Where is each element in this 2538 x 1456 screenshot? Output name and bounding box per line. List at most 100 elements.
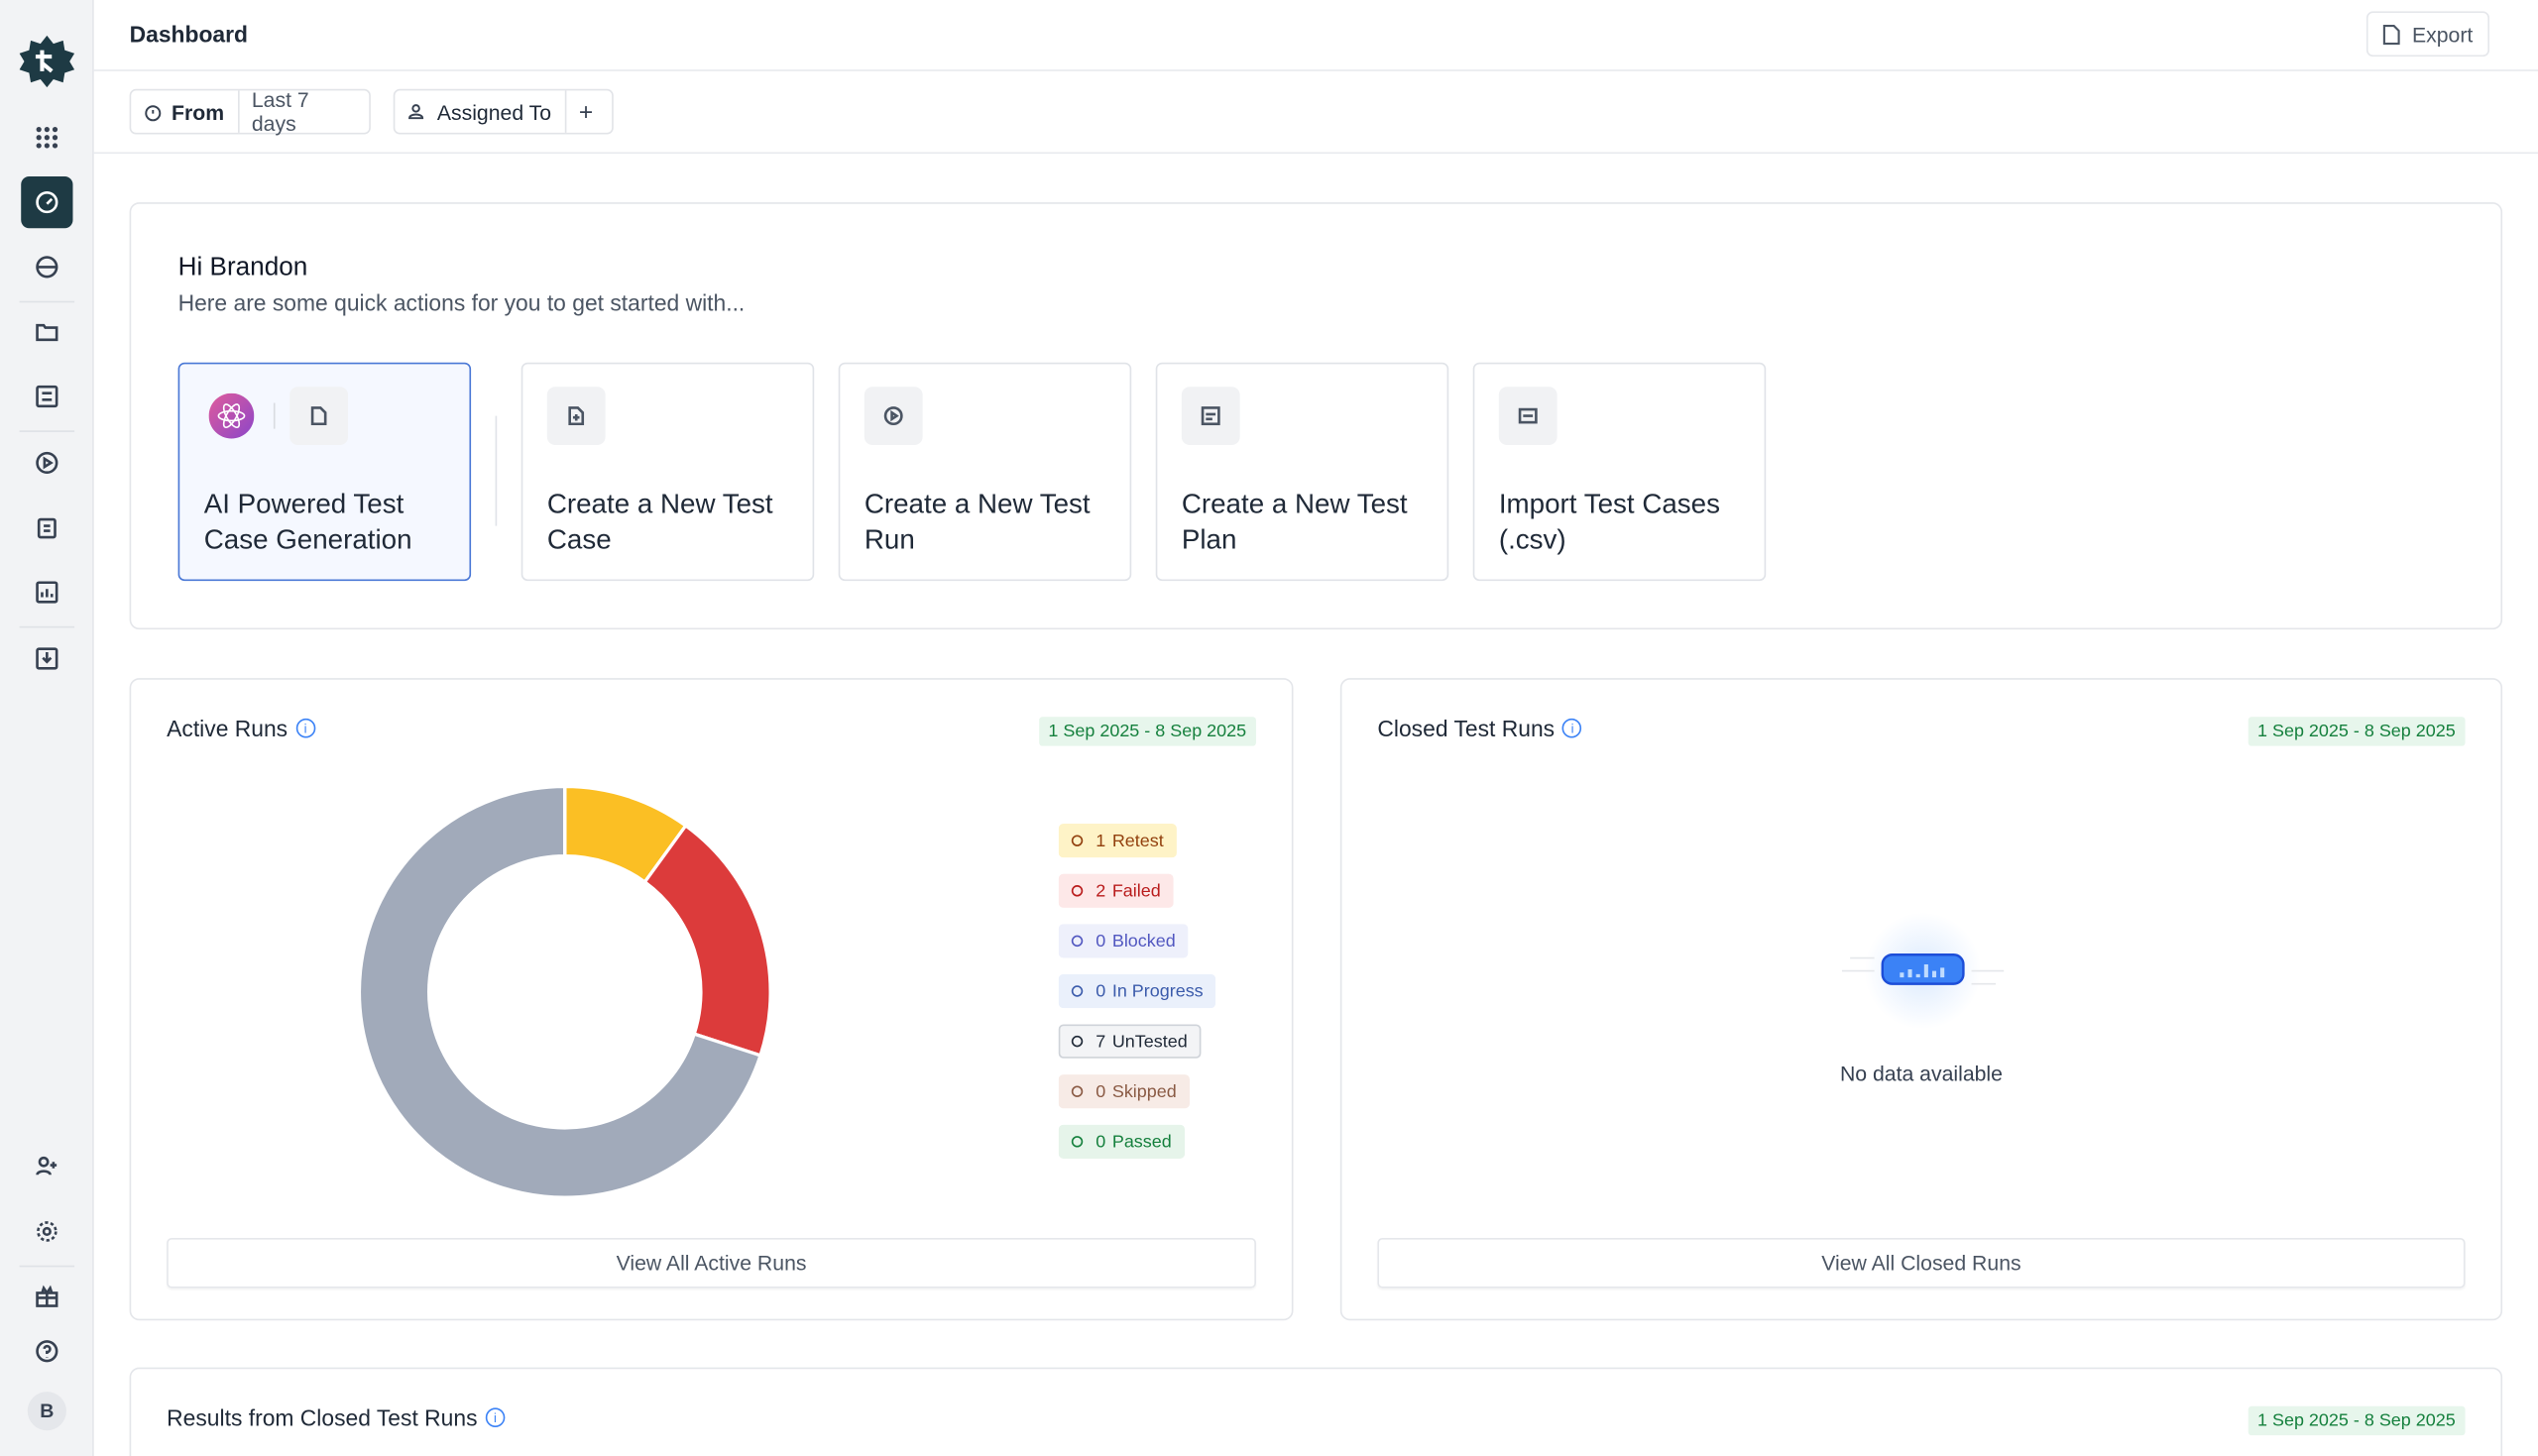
gift-icon[interactable] (21, 1271, 72, 1322)
legend-name: Failed (1111, 880, 1161, 901)
import-icon[interactable] (21, 632, 72, 684)
avatar[interactable]: B (27, 1392, 66, 1431)
add-filter[interactable]: + (564, 90, 606, 133)
title-text: Results from Closed Test Runs (167, 1404, 478, 1431)
case-icon (546, 387, 606, 445)
date-badge: 1 Sep 2025 - 8 Sep 2025 (1038, 717, 1256, 746)
legend-dot (1071, 1085, 1084, 1097)
assigned-label: Assigned To (436, 99, 552, 124)
legend-count: 7 (1096, 1031, 1106, 1052)
apps-icon[interactable] (21, 112, 72, 164)
invite-icon[interactable] (21, 1141, 72, 1192)
info-icon[interactable]: i (485, 1407, 506, 1427)
export-button[interactable]: Export (2365, 11, 2490, 57)
legend-name: Retest (1111, 831, 1164, 850)
action-card[interactable]: Create a New Test Case (520, 362, 815, 582)
dashboard-icon[interactable] (21, 175, 73, 229)
action-label: Create a New Test Run (864, 489, 1091, 555)
legend-dot (1071, 985, 1084, 997)
legend-item[interactable]: 0 Passed (1058, 1124, 1185, 1159)
action-card[interactable]: Create a New Test Plan (1155, 362, 1449, 582)
legend-count: 0 (1096, 1081, 1106, 1102)
legend-dot (1071, 1035, 1084, 1048)
export-label: Export (2411, 22, 2474, 47)
legend-name: Passed (1111, 1132, 1172, 1152)
legend-dot (1071, 935, 1084, 948)
card-title: Active Runs i (167, 716, 315, 741)
info-icon[interactable]: i (295, 718, 315, 738)
donut-segment[interactable] (357, 784, 763, 1199)
action-card[interactable]: Create a New Test Run (838, 362, 1132, 582)
plans-icon[interactable] (21, 502, 72, 553)
cases-icon[interactable] (21, 371, 72, 422)
legend-count: 0 (1096, 1132, 1106, 1152)
action-label: AI Powered Test Case Generation (203, 489, 412, 555)
results-card: Results from Closed Test Runs i 1 Sep 202… (129, 1367, 2503, 1456)
donut-chart (357, 784, 772, 1199)
separator (273, 402, 276, 429)
title-text: Closed Test Runs (1377, 715, 1556, 741)
run-icon (864, 387, 923, 445)
action-label: Create a New Test Plan (1181, 489, 1408, 555)
settings-icon[interactable] (21, 1205, 72, 1257)
separator (19, 1265, 75, 1268)
folder-icon[interactable] (21, 306, 72, 358)
legend-item[interactable]: 0 In Progress (1058, 973, 1216, 1009)
action-card[interactable]: Import Test Cases (.csv) (1472, 362, 1767, 582)
legend-dot (1071, 1136, 1084, 1148)
separator (495, 415, 498, 526)
legend-dot (1071, 885, 1084, 897)
page-title: Dashboard (129, 21, 248, 48)
divider (93, 69, 2538, 71)
closed-runs-card: Closed Test Runs i 1 Sep 2025 - 8 Sep 202… (1339, 678, 2503, 1321)
legend-count: 1 (1096, 831, 1106, 850)
legend-item[interactable]: 7 UnTested (1058, 1024, 1201, 1059)
legend-name: Blocked (1111, 931, 1176, 952)
date-badge: 1 Sep 2025 - 8 Sep 2025 (2248, 717, 2466, 746)
assigned-filter[interactable]: Assigned To + (393, 88, 614, 135)
legend-name: UnTested (1111, 1031, 1188, 1052)
divider (93, 152, 2538, 155)
separator (19, 430, 75, 432)
legend-item[interactable]: 0 Blocked (1058, 924, 1189, 958)
from-value: Last 7 days (237, 87, 369, 136)
projects-icon[interactable] (21, 241, 72, 292)
subtitle: Here are some quick actions for you to g… (177, 289, 746, 316)
legend-item[interactable]: 1 Retest (1058, 824, 1177, 858)
legend-name: In Progress (1111, 981, 1204, 1001)
legend-count: 0 (1096, 931, 1106, 952)
help-icon[interactable] (21, 1325, 72, 1377)
legend-name: Skipped (1111, 1081, 1177, 1102)
action-card[interactable]: AI Powered Test Case Generation (177, 362, 472, 582)
greeting: Hi Brandon (177, 254, 308, 282)
sidebar: B (0, 0, 94, 1456)
empty-illustration (1841, 912, 2005, 1030)
legend-item[interactable]: 0 Skipped (1058, 1074, 1190, 1109)
empty-text: No data available (1839, 1062, 2003, 1086)
view-all-button[interactable]: View All Closed Runs (1377, 1237, 2466, 1288)
card-title: Results from Closed Test Runs i (167, 1404, 506, 1431)
separator (19, 300, 75, 303)
runs-icon[interactable] (21, 437, 72, 489)
view-all-button[interactable]: View All Active Runs (167, 1237, 1256, 1288)
action-label: Create a New Test Case (546, 489, 773, 555)
card-title: Closed Test Runs i (1377, 715, 1582, 741)
separator (19, 625, 75, 628)
logo[interactable] (19, 34, 75, 89)
reports-icon[interactable] (21, 566, 72, 617)
legend-dot (1071, 835, 1084, 846)
csv-icon (1498, 387, 1557, 445)
ai-icon (208, 392, 255, 439)
plan-icon (1181, 387, 1240, 445)
date-filter[interactable]: From Last 7 days (129, 87, 371, 136)
donut-segment[interactable] (642, 823, 772, 1058)
info-icon[interactable]: i (1562, 718, 1582, 738)
action-label: Import Test Cases (.csv) (1498, 489, 1720, 555)
title-text: Active Runs (167, 715, 288, 741)
date-badge: 1 Sep 2025 - 8 Sep 2025 (2248, 1405, 2466, 1436)
from-label: From (172, 99, 225, 124)
doc-icon (289, 387, 349, 445)
legend-item[interactable]: 2 Failed (1058, 873, 1174, 908)
